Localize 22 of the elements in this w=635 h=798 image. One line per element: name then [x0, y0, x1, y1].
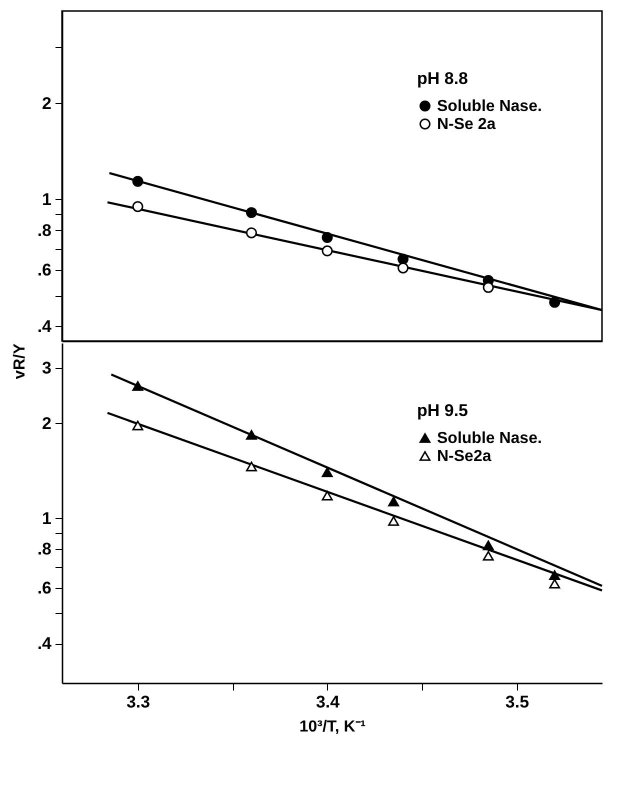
legend-label: Soluble Nase. [437, 98, 542, 115]
y-tick-label: .8 [37, 220, 52, 240]
legend-label: Soluble Nase. [437, 430, 542, 447]
y-tick-label: 3 [42, 358, 52, 378]
y-tick-label: .4 [37, 316, 52, 336]
y-tick-label: .8 [37, 539, 52, 558]
y-tick-label: .6 [37, 578, 52, 598]
x-tick-label: 3.3 [126, 692, 150, 712]
legend-title: pH 8.8 [417, 69, 468, 88]
y-tick-label: 1 [42, 508, 52, 528]
y-tick-label: 2 [42, 94, 52, 113]
y-axis-title: vR/Y [11, 343, 28, 380]
y-tick-label: .6 [37, 260, 52, 280]
y-tick-label: 2 [42, 414, 52, 433]
y-tick-label: .4 [37, 634, 52, 654]
x-tick-label: 3.5 [505, 692, 530, 712]
legend-label: N-Se2a [437, 448, 492, 465]
legend-title: pH 9.5 [417, 401, 468, 420]
x-tick-label: 3.4 [316, 692, 340, 712]
legend-label: N-Se 2a [437, 116, 496, 133]
y-tick-label: 1 [42, 190, 52, 209]
x-axis-title: 10³/T, K⁻¹ [299, 718, 366, 736]
